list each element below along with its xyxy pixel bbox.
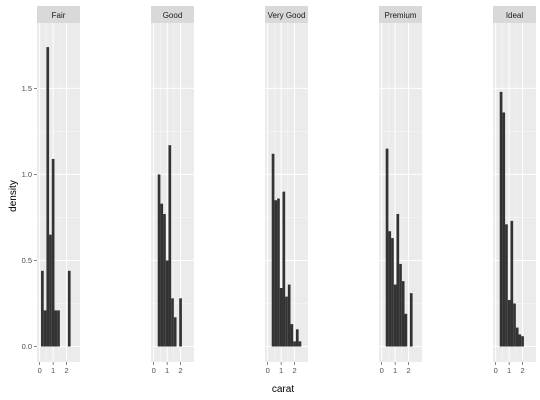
histogram-bar [385, 148, 389, 347]
histogram-bar [168, 145, 172, 347]
histogram-bar [160, 203, 164, 347]
histogram-bar [393, 284, 397, 347]
x-tick-label: 1 [393, 366, 397, 375]
facet-strip [151, 6, 194, 23]
histogram-bar [46, 47, 50, 347]
histogram-bar [274, 200, 278, 347]
histogram-bar [409, 293, 413, 347]
histogram-bar [399, 263, 402, 347]
histogram-bar [279, 288, 283, 347]
histogram-bar [57, 310, 60, 347]
x-tick-label: 2 [520, 366, 524, 375]
x-tick-label: 0 [266, 366, 270, 375]
x-tick-label: 2 [292, 366, 296, 375]
facet-strip [37, 6, 80, 23]
histogram-bar [499, 91, 503, 347]
histogram-bar [163, 214, 166, 347]
facet-ideal: Ideal [493, 6, 536, 362]
x-tick-label: 2 [406, 366, 410, 375]
y-tick-label: 1.0 [22, 170, 32, 179]
histogram-bar [165, 260, 169, 347]
facet-strip-label: Very Good [268, 11, 306, 20]
histogram-bar [41, 270, 44, 347]
histogram-bar [179, 298, 182, 347]
histogram-bar [290, 324, 294, 347]
histogram-bar [502, 112, 506, 347]
facet-strip-label: Good [163, 11, 183, 20]
histogram-bar [505, 224, 508, 347]
histogram-bar [157, 174, 161, 347]
x-tick-label: 1 [165, 366, 169, 375]
histogram-bar [401, 281, 405, 347]
histogram-bar [271, 153, 275, 347]
x-tick-label: 0 [380, 366, 384, 375]
facet-fair: Fair [37, 6, 80, 362]
y-axis: 0.0 0.5 1.0 1.5 [22, 84, 37, 351]
histogram-bar [173, 317, 177, 347]
histogram-bar [282, 191, 286, 347]
facet-strip-label: Premium [384, 11, 416, 20]
histogram-bar [388, 231, 392, 347]
x-tick-label: 2 [178, 366, 182, 375]
histogram-bar [513, 303, 516, 347]
facet-strip-label: Ideal [506, 11, 524, 20]
x-tick-label: 1 [279, 366, 283, 375]
histogram-bar [295, 329, 299, 347]
x-tick-label: 1 [51, 366, 55, 375]
x-axis-title: carat [272, 384, 294, 395]
x-tick-label: 0 [38, 366, 42, 375]
histogram-bar [54, 310, 58, 347]
histogram-bar [67, 270, 71, 347]
histogram-bar [391, 238, 394, 347]
facet-strip [265, 6, 308, 23]
x-tick-label: 0 [152, 366, 156, 375]
facet-very-good: Very Good [265, 6, 308, 362]
histogram-bar [171, 298, 174, 347]
histogram-bar [510, 220, 514, 347]
histogram-bar [287, 284, 291, 347]
y-axis-title: density [8, 180, 19, 212]
histogram-bar [49, 234, 52, 347]
y-tick-label: 0.0 [22, 342, 32, 351]
histogram-bar [396, 214, 400, 347]
x-tick-label: 2 [64, 366, 68, 375]
y-tick-label: 0.5 [22, 256, 32, 265]
histogram-bar [298, 341, 302, 347]
histogram-bar [507, 300, 511, 347]
y-tick-label: 1.5 [22, 84, 32, 93]
facet-premium: Premium [379, 6, 422, 362]
histogram-bar [293, 341, 296, 347]
panel-background [37, 23, 80, 362]
histogram-bar [515, 327, 519, 347]
histogram-bar [404, 313, 408, 347]
facet-strip [379, 6, 422, 23]
histogram-bar [51, 158, 55, 347]
x-tick-label: 1 [507, 366, 511, 375]
facet-panels: Fair Good Very Good Premium Ideal [37, 6, 536, 362]
histogram-bar [285, 296, 288, 347]
x-tick-label: 0 [494, 366, 498, 375]
facet-good: Good [151, 6, 194, 362]
facet-strip [493, 6, 536, 23]
histogram-bar [277, 198, 280, 347]
facet-strip-label: Fair [52, 11, 66, 20]
histogram-bar [43, 310, 47, 347]
histogram-bar [518, 334, 522, 347]
histogram-bar [521, 336, 524, 347]
